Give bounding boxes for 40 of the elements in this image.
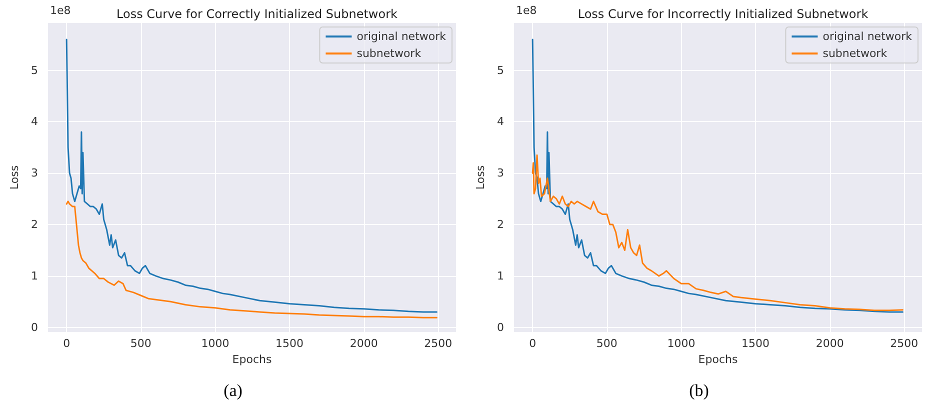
line-series bbox=[532, 154, 904, 312]
y-axis-title: Loss bbox=[8, 165, 21, 190]
x-tick-label: 1500 bbox=[276, 337, 304, 350]
y-tick-label: 5 bbox=[31, 64, 38, 77]
x-tick-label: 1500 bbox=[742, 337, 770, 350]
x-tick-label: 2000 bbox=[350, 337, 378, 350]
legend-label: subnetwork bbox=[822, 47, 888, 60]
line-series bbox=[66, 200, 438, 318]
x-tick-label: 1000 bbox=[201, 337, 230, 350]
x-tick-label: 0 bbox=[529, 337, 536, 350]
x-tick-label: 2000 bbox=[816, 337, 844, 350]
x-tick-label: 1000 bbox=[667, 337, 696, 350]
y-tick-label: 0 bbox=[497, 320, 504, 334]
y-tick-label: 5 bbox=[497, 64, 504, 77]
chart-title: Loss Curve for Correctly Initialized Subnetwork bbox=[116, 7, 398, 21]
y-tick-label: 2 bbox=[31, 218, 38, 232]
x-tick-label: 2500 bbox=[890, 337, 918, 350]
legend-label: original network bbox=[356, 30, 447, 43]
text: 1e8 bbox=[516, 4, 537, 17]
x-tick-label: 2500 bbox=[424, 337, 452, 350]
legend-label: subnetwork bbox=[356, 47, 422, 60]
y-tick-label: 3 bbox=[497, 166, 504, 180]
y-tick-label: 1 bbox=[497, 269, 504, 282]
legend-label: original network bbox=[822, 30, 913, 43]
y-tick-label: 4 bbox=[31, 115, 38, 128]
text: 1e8 bbox=[50, 4, 71, 17]
y-tick-label: 4 bbox=[497, 115, 504, 128]
x-tick-label: 0 bbox=[63, 337, 70, 350]
x-axis-title: Epochs bbox=[232, 352, 272, 366]
y-axis-title: Loss bbox=[474, 165, 487, 190]
y-tick-label: 0 bbox=[31, 320, 38, 334]
x-tick-label: 500 bbox=[596, 337, 618, 350]
y-tick-label: 2 bbox=[497, 218, 504, 232]
y-tick-label: 3 bbox=[31, 166, 38, 180]
text: (b) bbox=[689, 381, 709, 400]
x-axis-title: Epochs bbox=[698, 352, 738, 366]
x-tick-label: 500 bbox=[130, 337, 152, 350]
y-tick-label: 1 bbox=[31, 269, 38, 282]
chart-title: Loss Curve for Incorrectly Initialized Subnetwork bbox=[578, 7, 868, 21]
text: (a) bbox=[224, 381, 242, 400]
